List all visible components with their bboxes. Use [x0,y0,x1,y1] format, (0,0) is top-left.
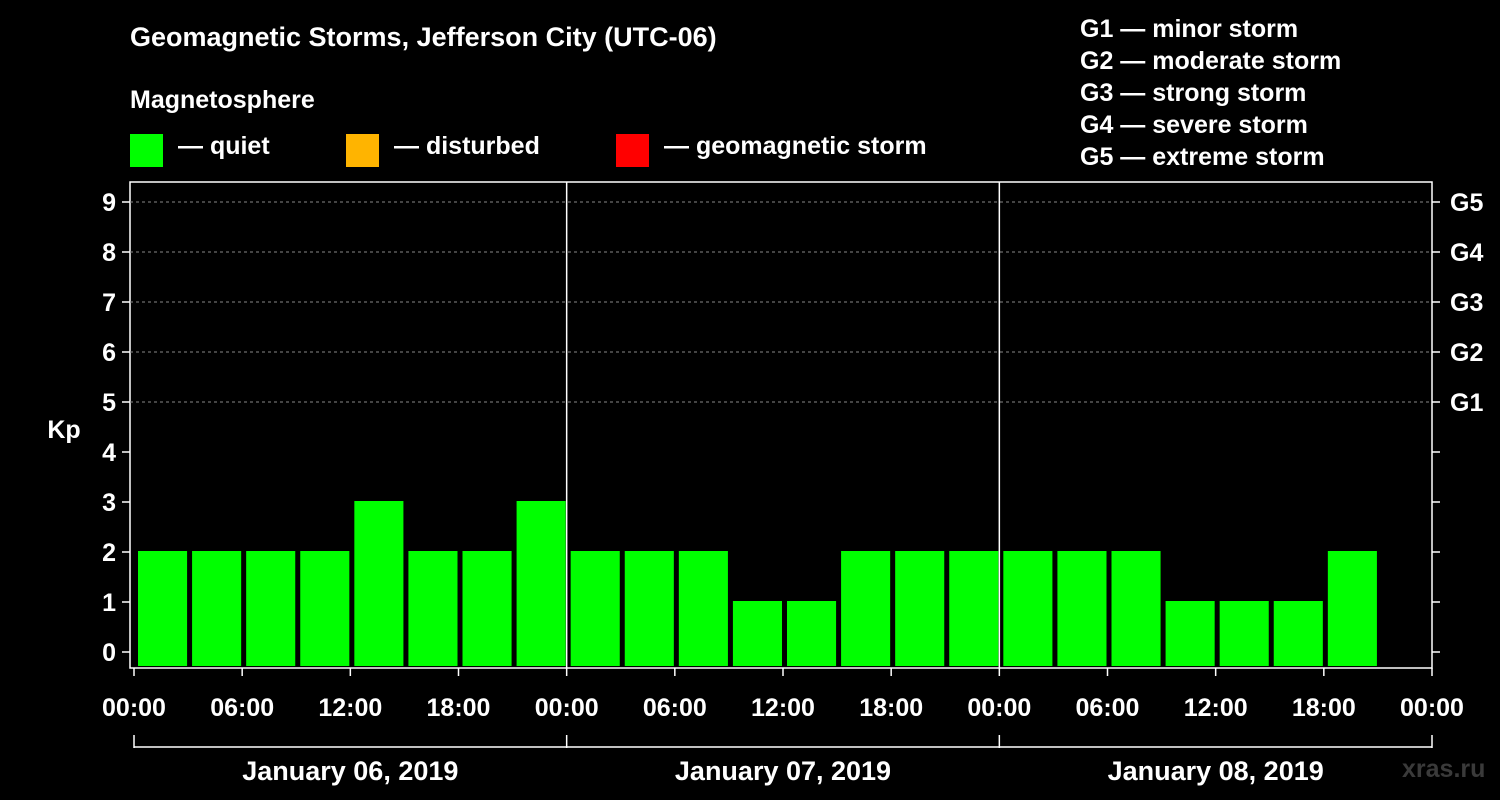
y-tick-label: 9 [102,189,116,217]
storm-scale-g4: G4 — severe storm [1080,111,1308,139]
x-tick-label: 00:00 [535,694,599,722]
watermark: xras.ru [1402,755,1486,783]
x-tick-label: 18:00 [859,694,923,722]
y-tick-label: 3 [102,489,116,517]
x-tick-label: 00:00 [1400,694,1464,722]
day-label: January 08, 2019 [1108,756,1324,786]
storm-scale-g3: G3 — strong storm [1080,79,1307,107]
legend-swatch-storm [616,134,649,167]
kp-bar [787,601,837,666]
kp-bar [300,551,350,666]
kp-bar [624,551,674,666]
y-tick-label: 8 [102,239,116,267]
kp-bar [192,551,242,666]
kp-bar [354,501,404,666]
storm-scale-g2: G2 — moderate storm [1080,47,1342,75]
g-scale-label: G1 [1450,389,1483,417]
kp-bar [841,551,891,666]
chart-subtitle: Magnetosphere [130,86,315,114]
x-tick-label: 06:00 [210,694,274,722]
kp-bar [1057,551,1107,666]
kp-bar [678,551,728,666]
x-tick-label: 00:00 [967,694,1031,722]
y-tick-label: 7 [102,289,116,317]
storm-scale-g5: G5 — extreme storm [1080,143,1325,171]
g-scale-label: G4 [1450,239,1483,267]
kp-bar [949,551,999,666]
legend-swatch-disturbed [346,134,379,167]
legend-swatch-quiet [130,134,163,167]
kp-bar [516,501,566,666]
legend-label-storm: — geomagnetic storm [664,132,927,160]
kp-bar [246,551,296,666]
g-scale-label: G5 [1450,189,1483,217]
y-axis-label: Kp [47,416,80,444]
day-label: January 06, 2019 [242,756,458,786]
x-tick-label: 00:00 [102,694,166,722]
legend-label-disturbed: — disturbed [394,132,540,160]
x-tick-label: 12:00 [1184,694,1248,722]
x-tick-label: 18:00 [1292,694,1356,722]
y-tick-label: 4 [102,439,116,467]
y-tick-label: 2 [102,539,116,567]
y-tick-label: 1 [102,589,116,617]
storm-scale-g1: G1 — minor storm [1080,15,1299,43]
kp-bar [462,551,512,666]
plot-frame [129,181,1433,669]
kp-bar [895,551,945,666]
g-scale-label: G2 [1450,339,1483,367]
x-tick-label: 06:00 [1076,694,1140,722]
kp-bar [1003,551,1053,666]
kp-bar [732,601,782,666]
x-tick-label: 12:00 [318,694,382,722]
chart-title: Geomagnetic Storms, Jefferson City (UTC-… [130,22,717,52]
kp-bar [408,551,458,666]
x-tick-label: 06:00 [643,694,707,722]
kp-bar [138,551,188,666]
day-label: January 07, 2019 [675,756,891,786]
g-scale-label: G3 [1450,289,1483,317]
legend-label-quiet: — quiet [178,132,270,160]
y-tick-label: 6 [102,339,116,367]
kp-bar [1165,601,1215,666]
kp-bar [1273,601,1323,666]
kp-bar [1327,551,1377,666]
y-tick-label: 5 [102,389,116,417]
y-tick-label: 0 [102,639,116,667]
kp-bar [1219,601,1269,666]
x-tick-label: 18:00 [427,694,491,722]
kp-bar [570,551,620,666]
kp-bar [1111,551,1161,666]
x-tick-label: 12:00 [751,694,815,722]
